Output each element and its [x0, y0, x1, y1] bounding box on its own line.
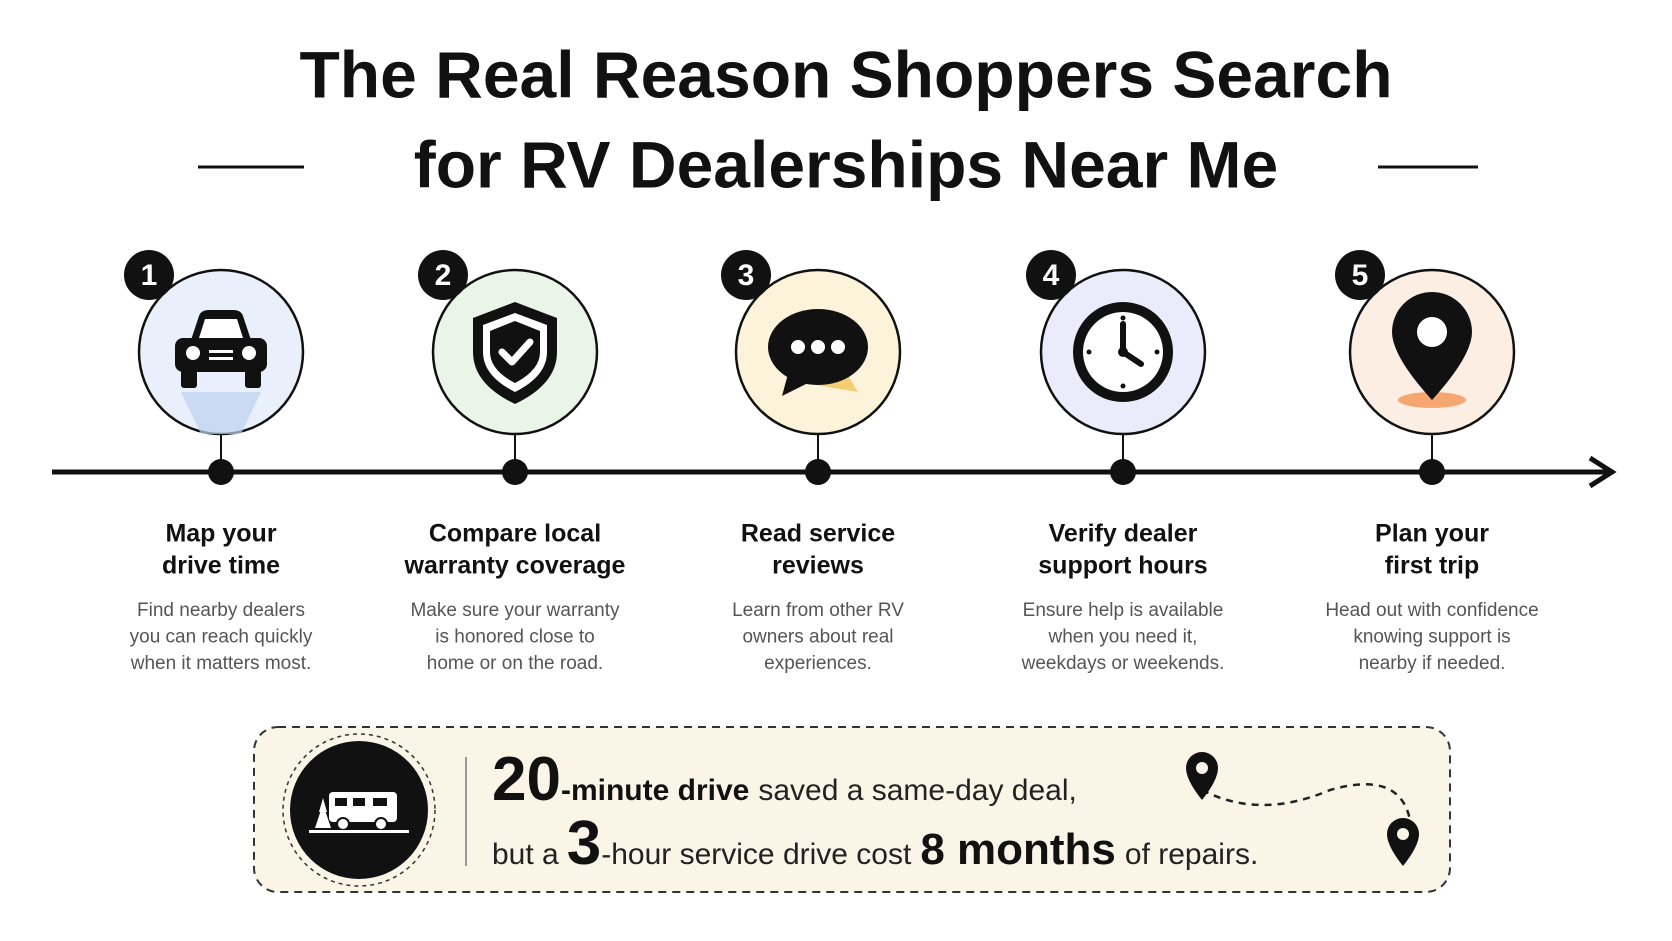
number-badge	[418, 250, 468, 300]
stat-unit: -minute drive	[561, 774, 749, 807]
shield-icon	[473, 302, 557, 404]
chat-icon	[768, 309, 868, 396]
step-title: drive time	[162, 552, 280, 580]
timeline-arrow	[1588, 455, 1617, 489]
callout-box	[253, 726, 1451, 893]
step-title: reviews	[772, 552, 864, 580]
stat: 3	[567, 809, 601, 878]
icon-ring	[282, 733, 436, 887]
step-description: when you need it,	[1048, 627, 1198, 648]
title-line: for RV Dealerships Near Me	[414, 127, 1278, 201]
pin-icon	[1392, 292, 1472, 408]
step-title: Verify dealer	[1049, 520, 1198, 548]
rv-icon	[309, 792, 409, 833]
step-title: Plan your	[1375, 520, 1489, 548]
step-title: Map your	[165, 520, 276, 548]
step-description: nearby if needed.	[1359, 653, 1506, 674]
stat: 20	[492, 745, 561, 814]
title-line: The Real Reason Shoppers Search	[299, 37, 1392, 111]
step-description: weekdays or weekends.	[1021, 653, 1225, 674]
step-number: 1	[141, 259, 158, 292]
timeline-dot	[1419, 459, 1445, 485]
step-description: Make sure your warranty	[410, 600, 620, 621]
number-badge	[1026, 250, 1076, 300]
step-title: first trip	[1385, 552, 1479, 580]
step-title: warranty coverage	[404, 552, 626, 580]
route-icon	[1186, 752, 1419, 866]
step-description: home or on the road.	[427, 653, 603, 674]
callout-text: but a	[492, 838, 559, 871]
step-description: Ensure help is available	[1023, 600, 1224, 621]
step-description: when it matters most.	[130, 653, 312, 674]
step-description: Learn from other RV	[732, 600, 904, 621]
step-description: is honored close to	[435, 627, 595, 648]
callout-text: -hour service drive cost	[601, 838, 912, 871]
step-title: support hours	[1038, 552, 1207, 580]
step-title: Read service	[741, 520, 895, 548]
timeline-dot	[502, 459, 528, 485]
timeline-dot	[1110, 459, 1136, 485]
step-description: knowing support is	[1353, 627, 1510, 648]
number-badge	[721, 250, 771, 300]
step-number: 3	[738, 259, 755, 292]
stat: 8 months	[920, 825, 1116, 874]
step-description: you can reach quickly	[130, 627, 313, 648]
step-description: Head out with confidence	[1325, 600, 1538, 621]
timeline-dot	[208, 459, 234, 485]
clock-icon	[1073, 302, 1173, 402]
callout-line: but a 3-hour service drive cost 8 months of…	[492, 809, 1258, 878]
step-number: 5	[1352, 259, 1369, 292]
timeline-dot	[805, 459, 831, 485]
callout-text: saved a same-day deal,	[758, 774, 1077, 807]
step-description: Find nearby dealers	[137, 600, 305, 621]
step-description: owners about real	[742, 627, 893, 648]
step-description: experiences.	[764, 653, 872, 674]
number-badge	[1335, 250, 1385, 300]
step-number: 4	[1043, 259, 1060, 292]
step-title: Compare local	[429, 520, 601, 548]
callout-text: of repairs.	[1125, 838, 1258, 871]
car-icon	[175, 310, 267, 434]
step-number: 2	[435, 259, 452, 292]
number-badge	[124, 250, 174, 300]
callout-line: 20-minute drive saved a same-day deal,	[492, 745, 1077, 814]
